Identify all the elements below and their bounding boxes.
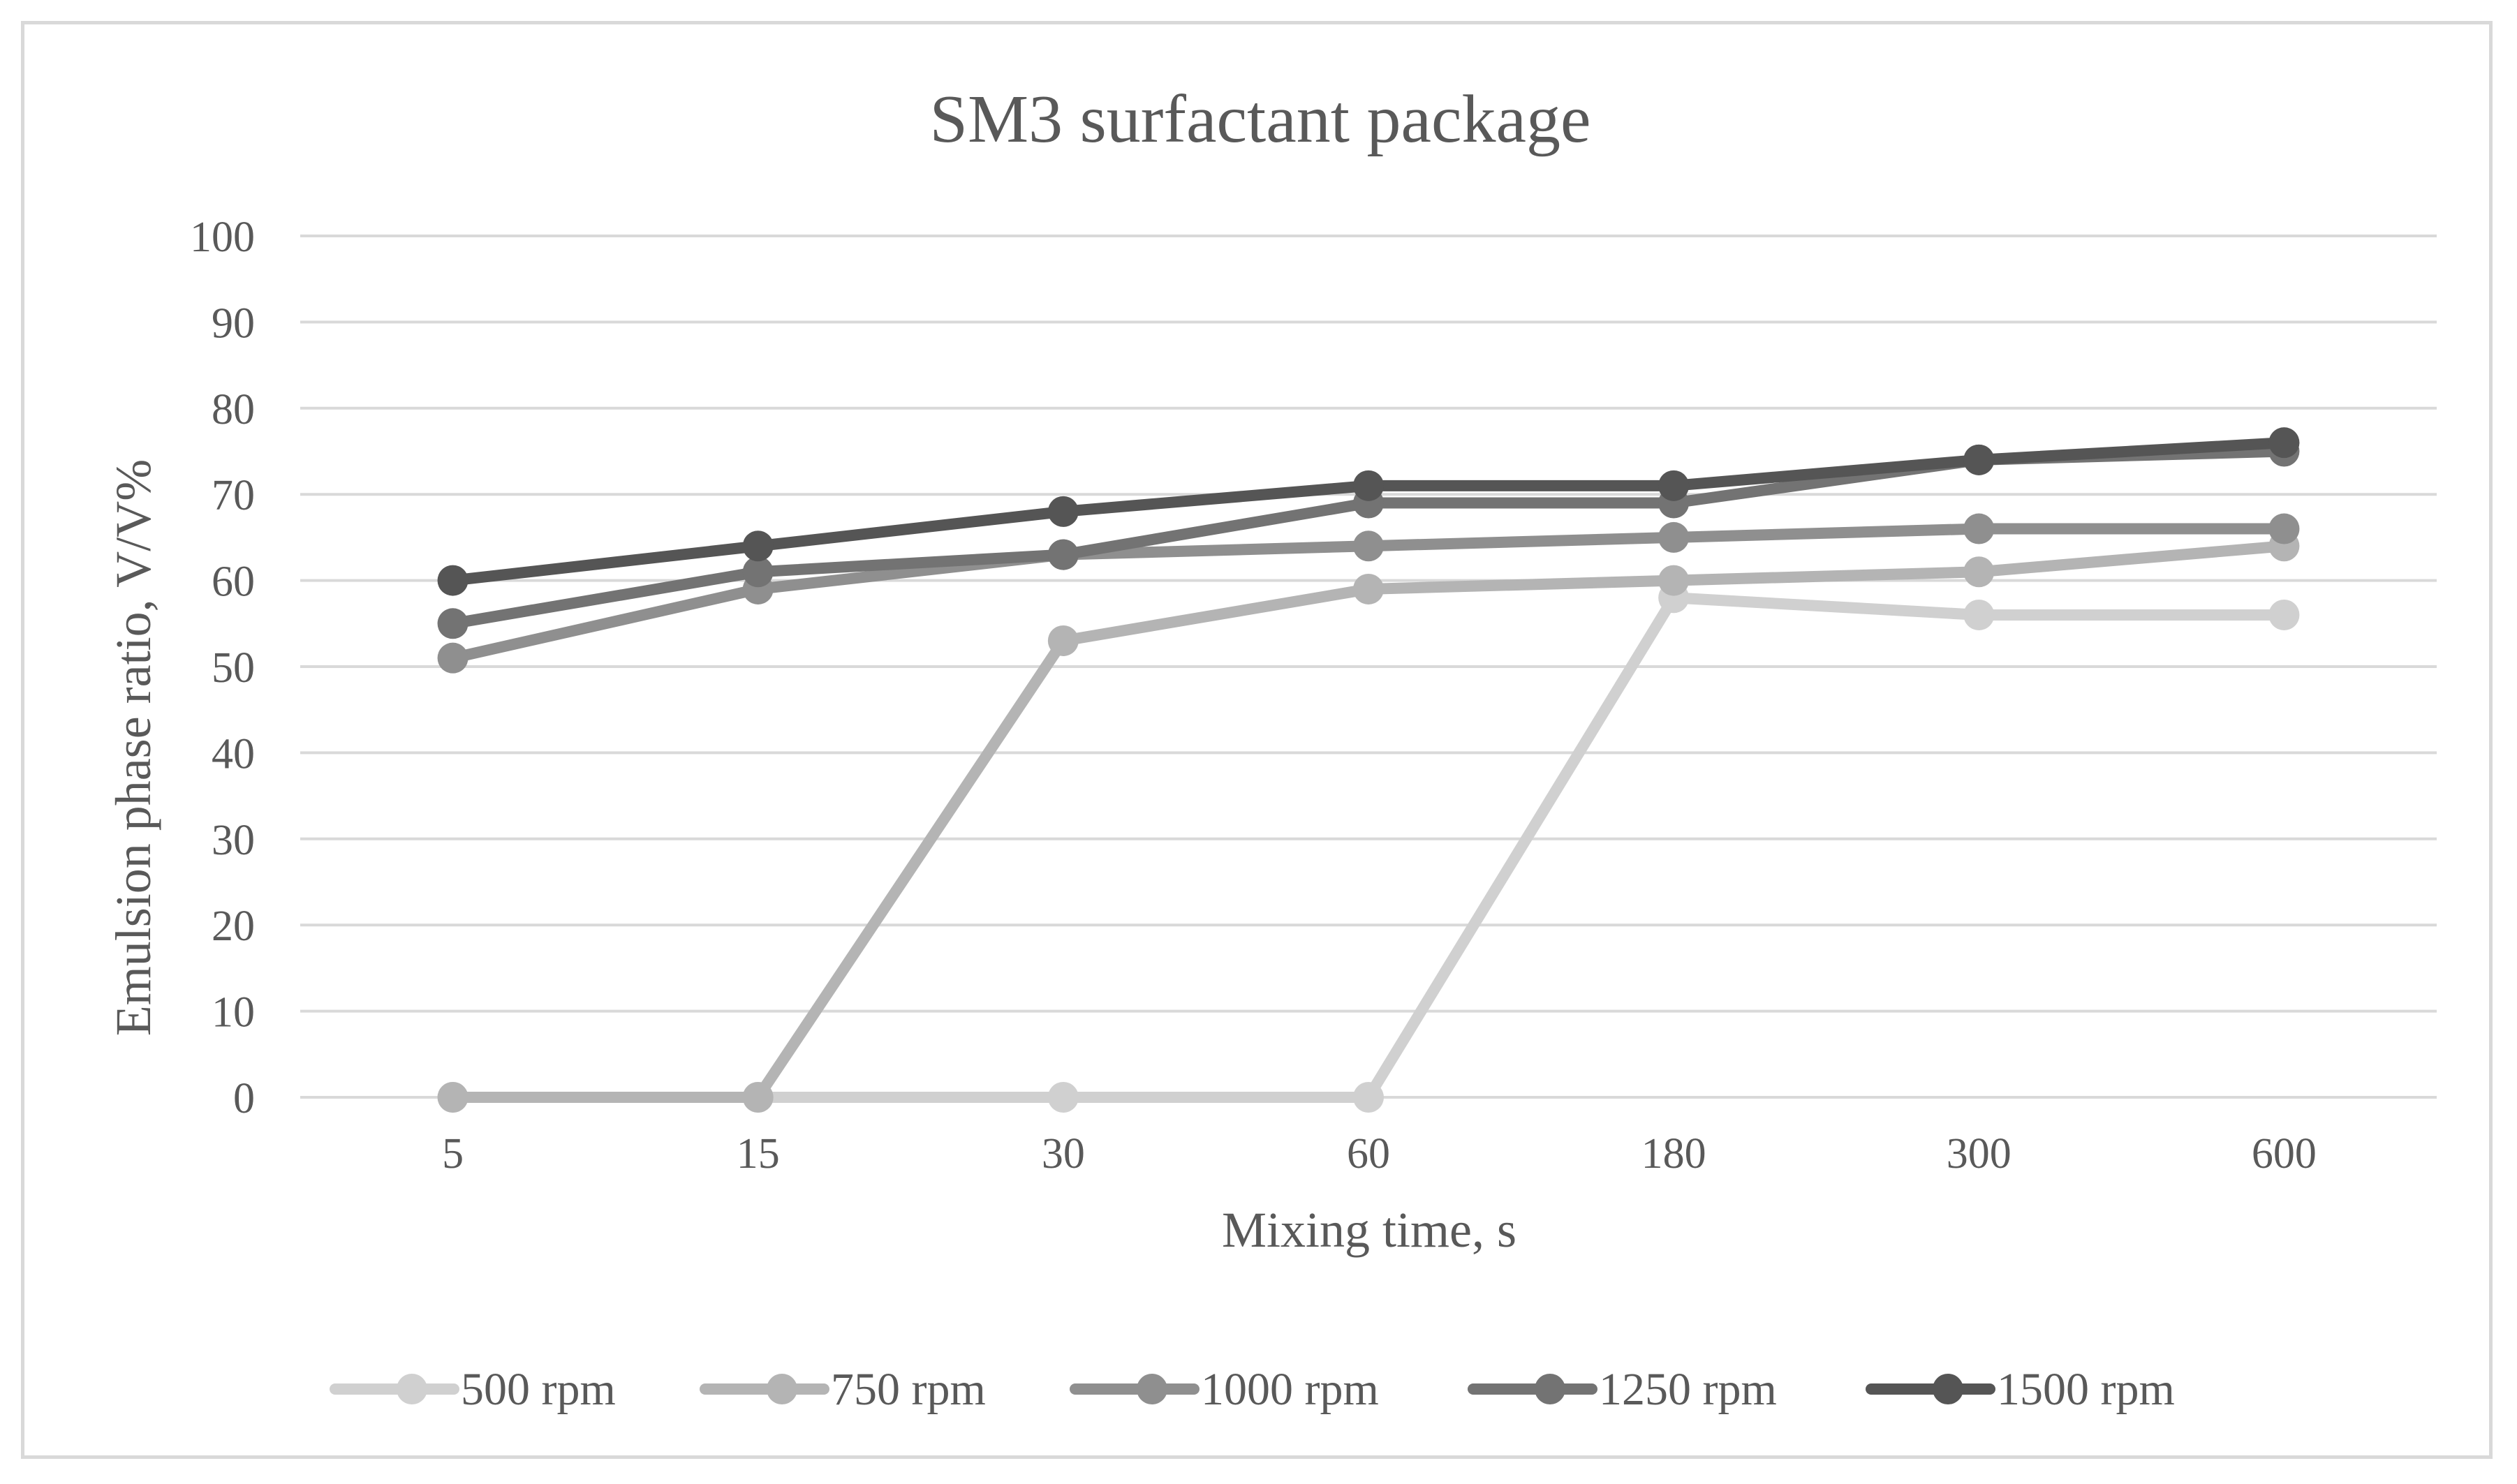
x-tick-label: 300 [1947,1130,2012,1178]
y-tick-label: 10 [212,989,255,1037]
x-axis-title: Mixing time, s [1222,1202,1516,1258]
y-tick-label: 20 [212,903,255,950]
x-tick-label: 5 [442,1130,464,1178]
chart-legend: 500 rpm 750 rpm 1000 rpm 1250 rpm 1500 rpm [330,1364,2175,1415]
data-point [2268,427,2300,459]
legend-item: 1250 rpm [1468,1364,1777,1415]
data-point [1963,444,1995,475]
data-point [437,608,468,639]
legend-marker [767,1374,797,1404]
x-tick-label: 30 [1042,1130,1085,1178]
x-tick-label: 60 [1347,1130,1390,1178]
data-point [742,556,774,588]
legend-label: 750 rpm [831,1364,986,1415]
y-tick-label: 100 [190,214,255,261]
x-tick-label: 600 [2252,1130,2317,1178]
y-tick-label: 30 [212,817,255,864]
data-point [437,642,468,674]
data-point [1047,539,1079,570]
y-tick-label: 40 [212,730,255,778]
data-point [1047,1082,1079,1113]
legend-label: 1000 rpm [1201,1364,1379,1415]
data-point [742,530,774,562]
legend-item: 1500 rpm [1866,1364,2175,1415]
data-point [1658,470,1690,501]
data-point [1047,496,1079,527]
data-point [1963,513,1995,544]
legend-marker [397,1374,427,1404]
data-point [1353,470,1384,501]
data-point [1047,625,1079,656]
data-point [2268,599,2300,630]
y-axis-ticks: 0 10 20 30 40 50 60 70 80 90 100 [190,214,255,1122]
legend-item: 750 rpm [700,1364,986,1415]
data-point [1658,521,1690,553]
legend-item: 500 rpm [330,1364,616,1415]
series-750-rpm [437,530,2300,1113]
legend-label: 1500 rpm [1997,1364,2175,1415]
x-axis-ticks: 5 15 30 60 180 300 600 [442,1130,2317,1178]
data-point [1353,573,1384,604]
data-point [437,1082,468,1113]
y-tick-label: 80 [212,386,255,433]
legend-marker [1137,1374,1167,1404]
series-500-rpm [437,582,2300,1113]
y-tick-label: 50 [212,644,255,692]
data-point [2268,513,2300,544]
series-lines [437,427,2300,1113]
gridlines [300,235,2437,1099]
data-point [1658,565,1690,596]
series-1500-rpm [437,427,2300,596]
series-line [447,592,2290,1103]
y-tick-label: 90 [212,299,255,347]
y-tick-label: 60 [212,558,255,606]
data-point [1963,556,1995,588]
line-chart: SM3 surfactant package 0 10 20 30 40 50 60 70 80… [105,82,2437,1415]
legend-marker [1933,1374,1963,1404]
series-line [447,540,2290,1103]
legend-marker [1535,1374,1565,1404]
legend-label: 1250 rpm [1599,1364,1777,1415]
y-tick-label: 0 [233,1075,255,1122]
chart-title: SM3 surfactant package [930,82,1591,157]
data-point [1353,1082,1384,1113]
y-axis-title: Emulsion phase ratio, V/V% [105,459,161,1037]
data-point [437,565,468,596]
y-tick-label: 70 [212,472,255,519]
x-tick-label: 180 [1641,1130,1706,1178]
data-point [742,1082,774,1113]
data-point [1353,530,1384,562]
legend-label: 500 rpm [461,1364,616,1415]
data-point [1963,599,1995,630]
x-tick-label: 15 [737,1130,780,1178]
legend-item: 1000 rpm [1070,1364,1379,1415]
chart-frame: SM3 surfactant package 0 10 20 30 40 50 60 70 80… [21,21,2493,1459]
